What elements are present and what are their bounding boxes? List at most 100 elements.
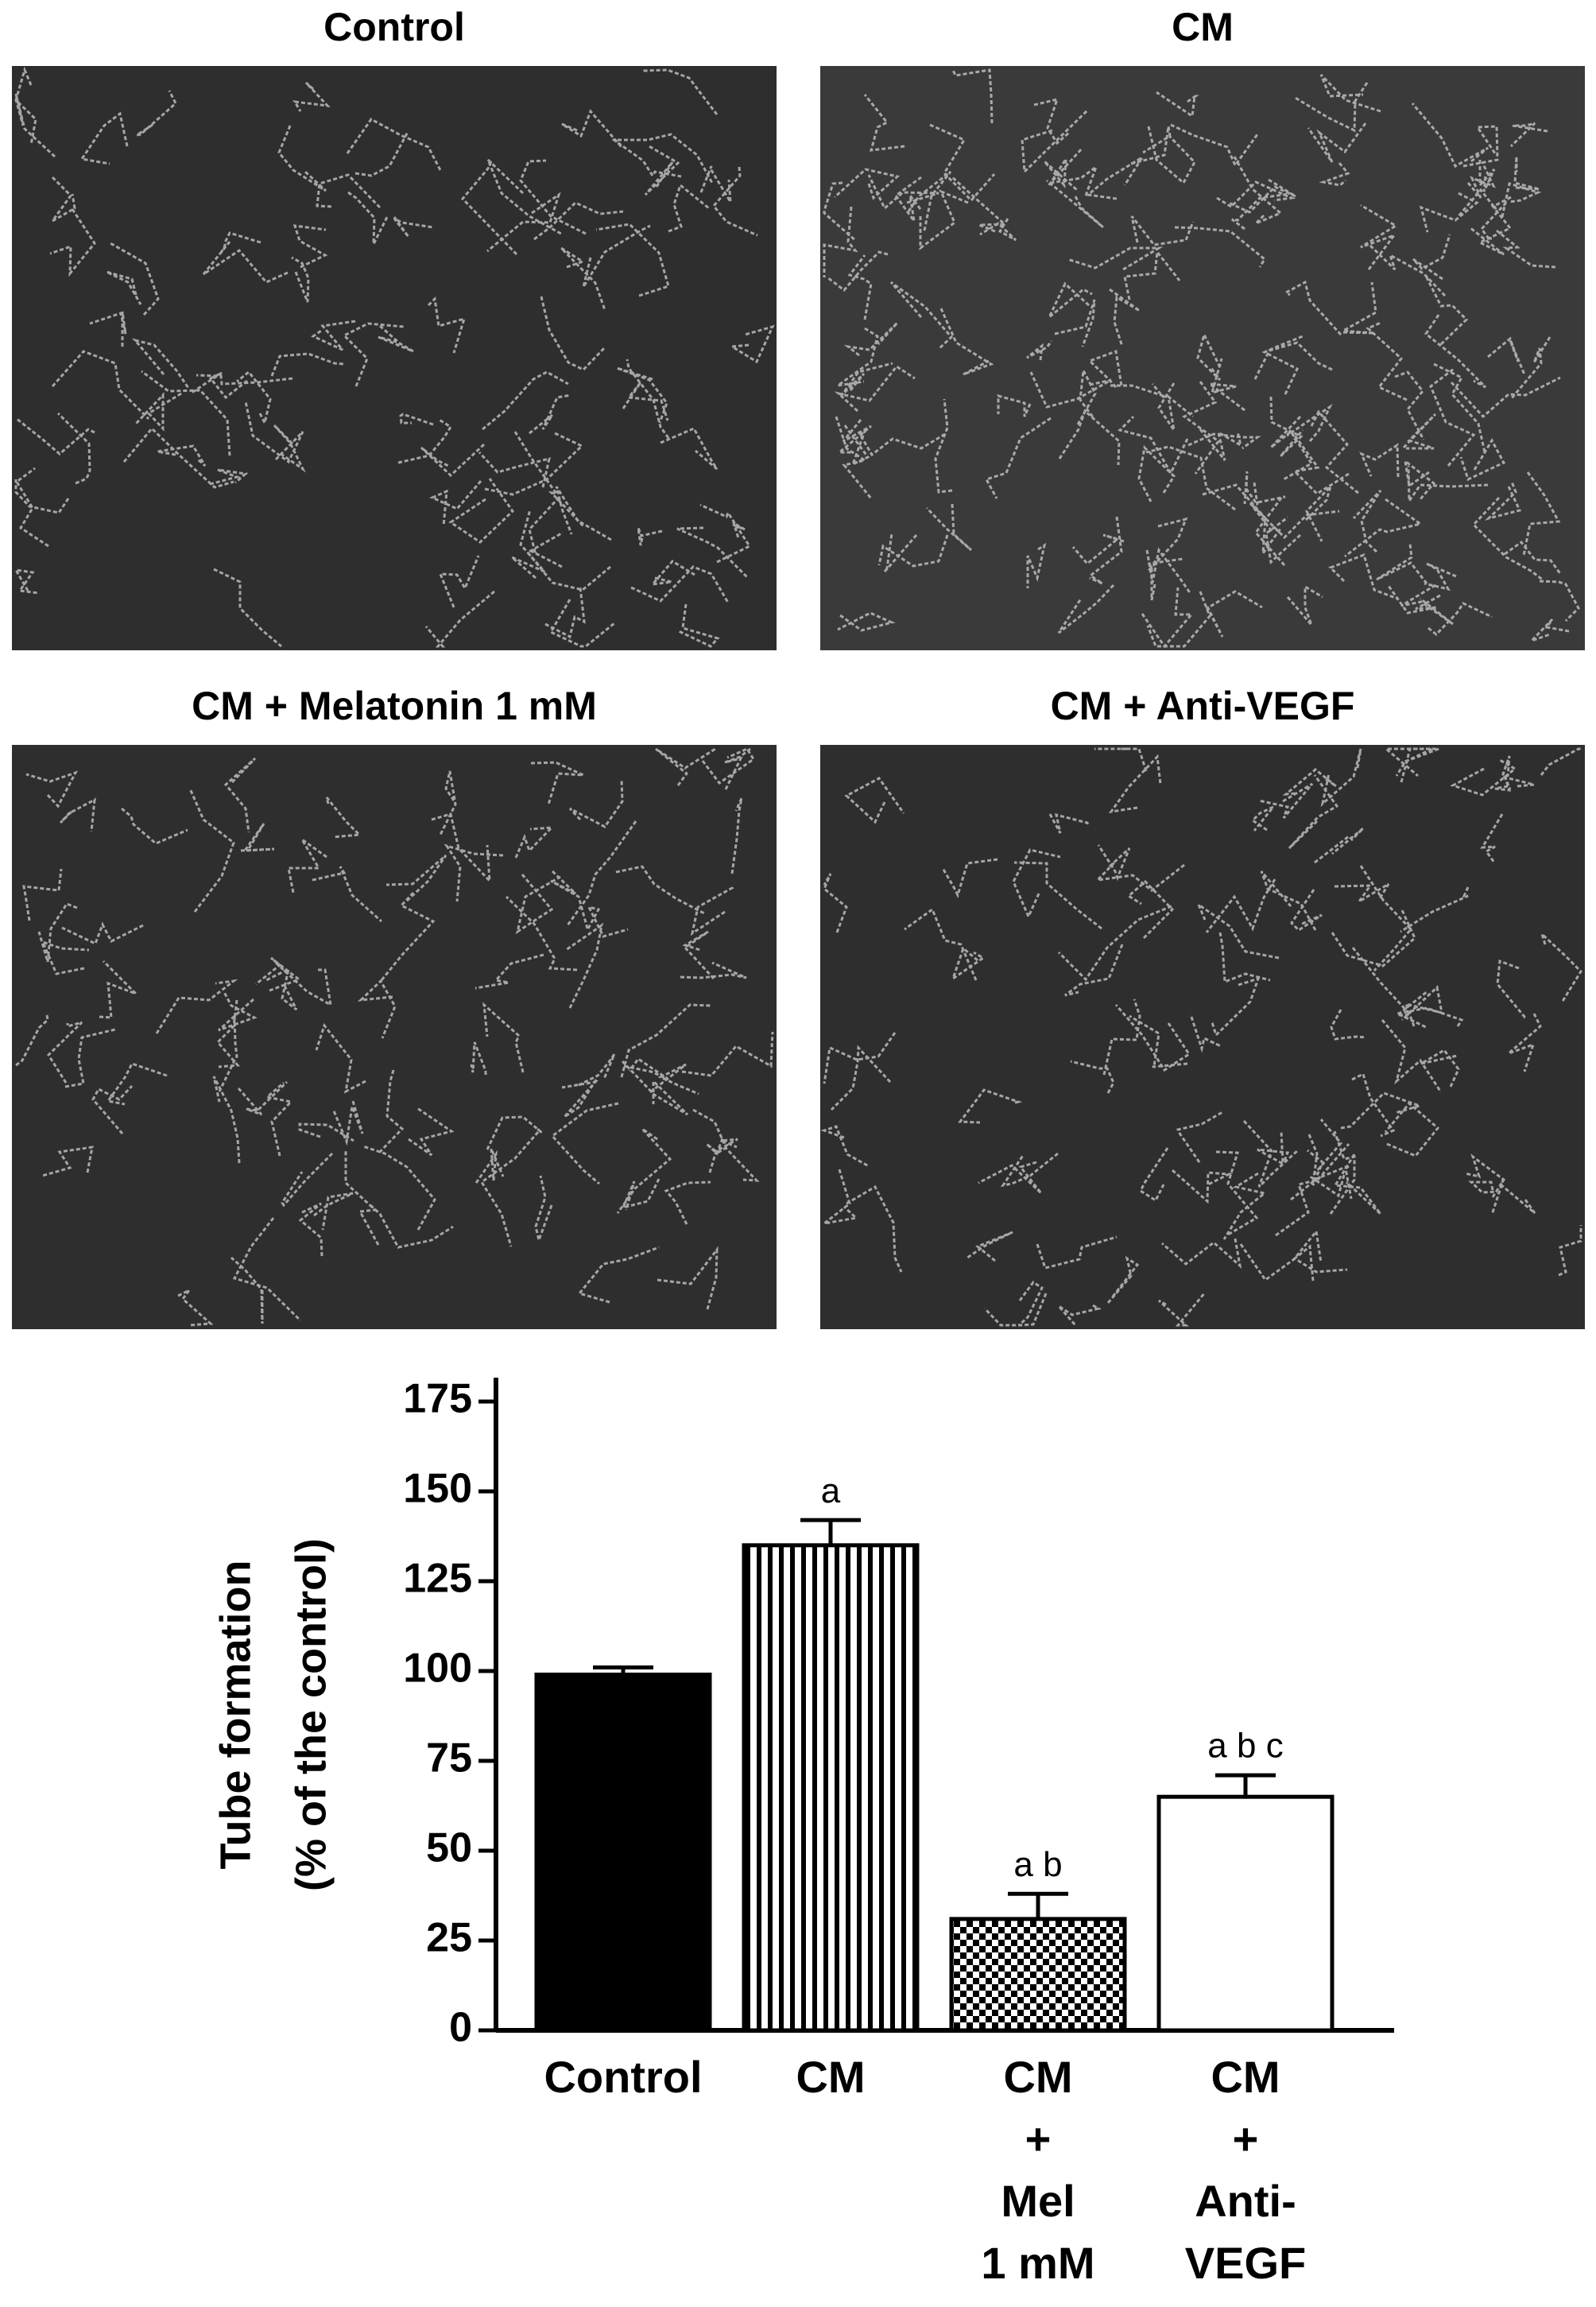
cell-strand [1310,409,1360,495]
cell-strand [1400,886,1470,933]
bar [534,1673,712,2033]
cell-strand [1156,91,1199,118]
cell-strand [1558,1225,1582,1277]
cell-strand [362,1145,436,1231]
cell-strand [1288,774,1339,850]
cell-strand [14,93,56,158]
cell-strand [1412,234,1451,281]
cell-strand [1334,882,1390,903]
cell-strand [444,843,504,902]
cell-strand [59,797,96,832]
cell-strand [1139,1147,1169,1203]
cell-strand [1242,1119,1300,1188]
cell-strand [1228,178,1296,214]
cell-strand [377,1069,405,1155]
cell-strand [357,979,397,1039]
cell-strand [664,1181,711,1225]
cell-strand [1012,848,1061,920]
cell-strand [1189,1014,1222,1053]
cell-strand [1187,432,1261,450]
cell-strand [1359,443,1400,478]
cell-strand [482,1002,525,1073]
cell-strand [89,311,127,347]
cell-strand [1215,1150,1259,1236]
cell-strand [236,370,272,427]
cell-strand [958,1088,1023,1124]
cell-strand [64,1028,116,1088]
cell-strand [680,961,747,979]
cell-strand [561,109,623,148]
cell-strand [1275,1143,1350,1237]
cell-strand [273,424,306,473]
cell-strand [25,770,79,808]
cell-strand [823,1032,897,1084]
y-tick-label: 175 [403,1376,472,1422]
cell-strand [41,1146,94,1177]
cell-strand [399,413,434,426]
significance-label: a [821,1471,841,1510]
cell-strand [1309,1119,1346,1198]
y-tick-label: 25 [426,1915,472,1961]
cell-strand [1130,126,1172,165]
cell-strand [1205,358,1245,412]
cell-strand [1509,336,1551,400]
cell-strand [644,144,680,196]
cell-strand [1205,878,1276,933]
x-tick-label: CM [796,2052,865,2102]
cell-strand [1480,813,1504,863]
cell-strand [978,1161,1043,1195]
cell-strand [1407,465,1489,505]
cell-strand [22,868,63,921]
cell-strand [1456,188,1512,218]
cell-strand [1206,590,1263,638]
cell-strand [565,922,604,1009]
cell-strand [51,350,150,421]
cell-strand [79,111,129,165]
cell-strand [1017,1280,1044,1327]
cell-strand [1330,1009,1367,1041]
cell-strand [15,1014,49,1067]
cell-strand [724,747,751,790]
cell-strand [1146,591,1211,648]
cell-strand [616,366,668,424]
cell-strand [967,1231,1013,1262]
cell-strand [1088,516,1123,585]
cell-strand [642,68,719,115]
y-tick-label: 100 [403,1646,472,1692]
cell-strand [1384,1101,1440,1157]
y-tick-label: 75 [426,1735,472,1782]
bar [949,1917,1127,2033]
cell-strand [1269,415,1314,481]
cell-strand [369,1204,454,1249]
cell-strand [618,133,715,185]
cell-strand [291,256,310,303]
cell-strand [91,1084,134,1134]
cell-strand [1137,444,1176,502]
cell-strand [478,451,551,488]
cell-strand [1504,540,1563,576]
cell-strand [274,961,332,1007]
cell-strand [1199,428,1243,461]
cell-strand [486,192,561,253]
cell-strand [325,797,362,839]
cell-strand [484,431,584,496]
cell-strand [479,1131,540,1247]
cell-strand [889,281,954,350]
cell-strand [846,1185,903,1273]
cell-strand [408,1107,455,1157]
cell-strand [380,891,436,981]
cell-strand [134,392,182,432]
cell-strand [14,568,39,595]
cell-strand [1129,1014,1188,1068]
cell-strand [1094,860,1185,892]
cell-strand [202,241,289,284]
cell-strand [1231,192,1290,231]
y-tick-label: 0 [449,2005,472,2051]
cell-strand [1314,827,1365,864]
cell-strand [212,1076,241,1164]
cell-strand [385,854,447,902]
cell-strand [1469,204,1513,256]
cell-strand [941,858,998,899]
cell-strand [1333,1154,1382,1216]
